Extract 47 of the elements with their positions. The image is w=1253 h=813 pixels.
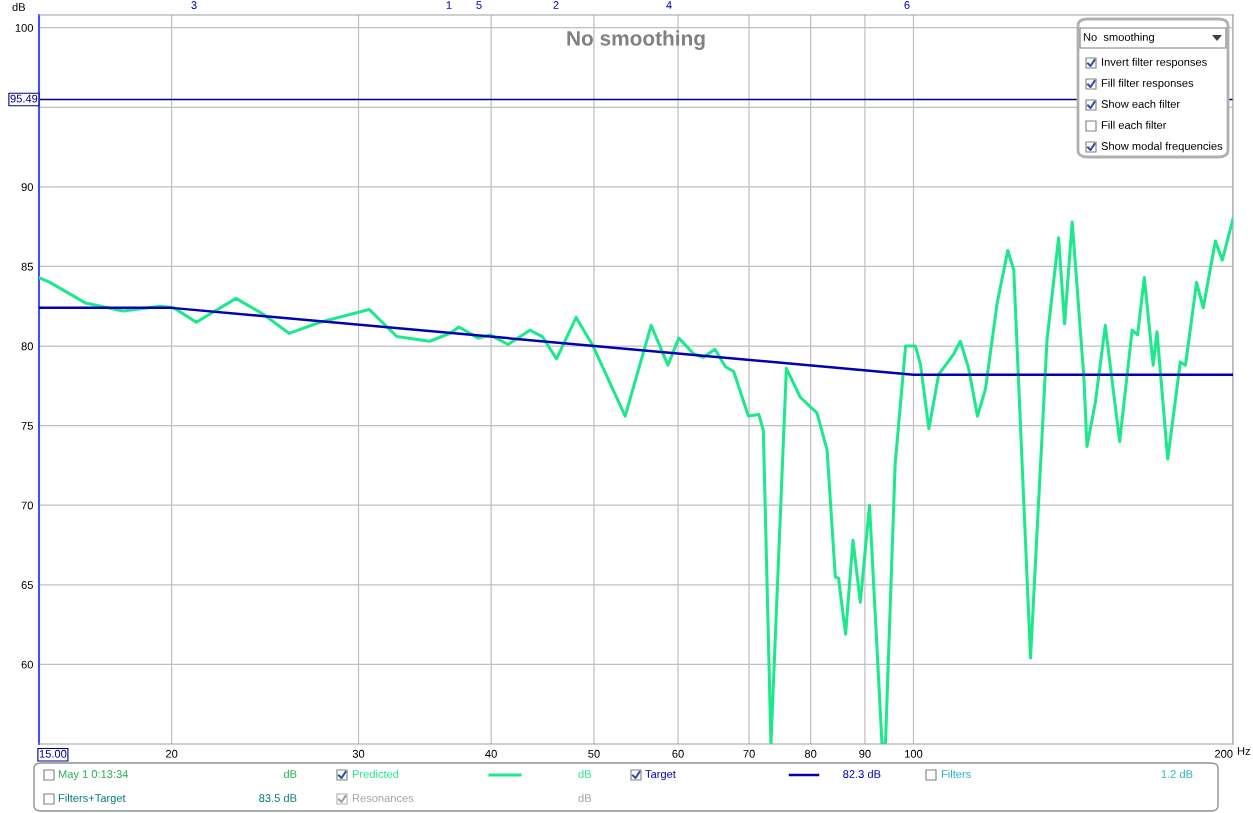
annotation: No smoothing bbox=[1083, 32, 1154, 44]
x-tick-label: 80 bbox=[804, 749, 817, 758]
y-tick-label: 85 bbox=[21, 262, 33, 271]
x-tick-label: 60 bbox=[672, 749, 684, 758]
text: 1.2 dB bbox=[1161, 769, 1193, 778]
text: Filters+Target bbox=[58, 793, 126, 805]
annotation: Invert filter responses bbox=[1102, 57, 1207, 69]
text: May 1 0:13:34 bbox=[58, 770, 129, 781]
text: dB bbox=[578, 793, 591, 802]
text: 83.5 dB bbox=[259, 793, 297, 802]
x-tick-label: 15.00 bbox=[39, 749, 67, 758]
x-tick-label: 200 bbox=[1215, 749, 1233, 758]
text: dB bbox=[578, 769, 591, 778]
y-axis-title: dB bbox=[12, 2, 25, 11]
y-tick-label: 90 bbox=[21, 183, 34, 192]
y-tick-label: 75 bbox=[21, 422, 33, 430]
x-tick-label: 50 bbox=[588, 749, 600, 758]
ref-line-label: 95.49 bbox=[10, 94, 38, 103]
y-tick-label: 70 bbox=[21, 501, 34, 510]
annotation: Show modal frequencies bbox=[1101, 141, 1223, 153]
y-tick-label: 60 bbox=[21, 660, 34, 669]
text: 6 bbox=[904, 1, 910, 9]
text: Target bbox=[645, 770, 676, 781]
y-tick-label: 65 bbox=[21, 581, 33, 589]
y-tick-label: 80 bbox=[21, 342, 34, 351]
x-tick-label: 100 bbox=[905, 749, 923, 758]
text: 4 bbox=[666, 1, 672, 9]
x-tick-label: 20 bbox=[165, 749, 178, 758]
x-tick-label: 70 bbox=[743, 749, 755, 758]
annotation: Fill filter responses bbox=[1101, 78, 1194, 90]
x-tick-label: 90 bbox=[859, 749, 871, 758]
x-tick-label: 30 bbox=[352, 749, 365, 758]
text: 82.3 dB bbox=[843, 769, 881, 778]
y-tick-label: 100 bbox=[15, 24, 34, 32]
text: 2 bbox=[553, 1, 559, 9]
text: Filters bbox=[941, 769, 971, 778]
text: dB bbox=[283, 769, 297, 778]
text: Resonances bbox=[352, 794, 414, 802]
text: No smoothing bbox=[567, 30, 705, 50]
text: 5 bbox=[476, 1, 482, 9]
text: 1 bbox=[446, 1, 452, 9]
text: 3 bbox=[191, 1, 197, 9]
x-axis-title: Hz bbox=[1237, 747, 1251, 755]
x-tick-label: 40 bbox=[485, 749, 497, 758]
annotation: Fill each filter bbox=[1101, 120, 1167, 129]
annotation: Show each filter bbox=[1101, 99, 1180, 108]
text: Predicted bbox=[352, 769, 399, 778]
